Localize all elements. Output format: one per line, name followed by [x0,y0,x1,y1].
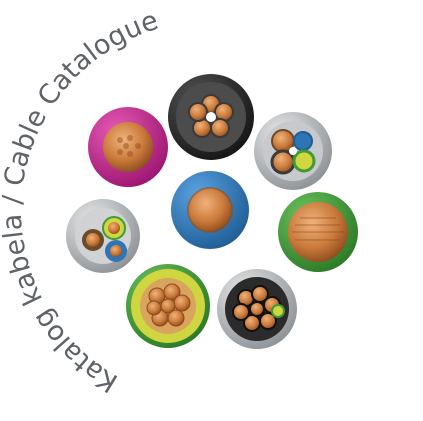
cable-black-6core [217,269,297,349]
cable-yellowgreen-bundle [126,264,210,348]
cable-magenta-bundle [88,107,168,187]
cable-gray-4core [254,112,332,190]
ring-text-group: Katalog kabela / Cable Catalogue [0,5,162,398]
cable-blue-single [171,171,249,249]
ring-text: Katalog kabela / Cable Catalogue [0,5,162,398]
cable-gray-3core [66,199,140,273]
cable-green-bundle [278,192,358,272]
ring-text-path: Katalog kabela / Cable Catalogue [0,5,162,398]
cable-top-multicore [168,74,254,160]
